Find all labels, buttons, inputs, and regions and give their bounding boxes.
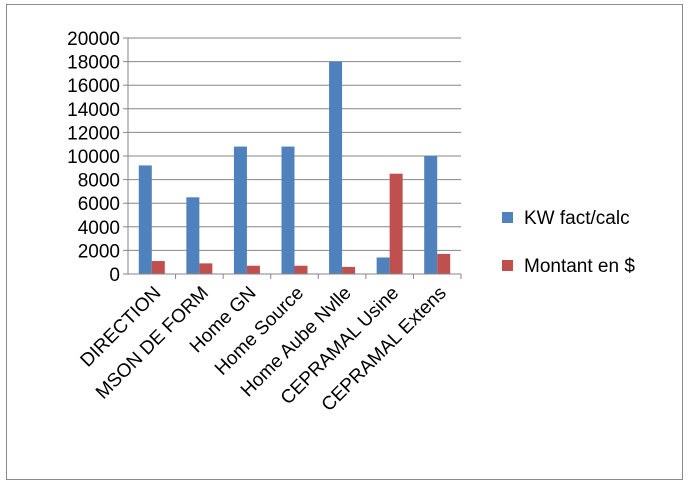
bar-montant bbox=[342, 266, 356, 274]
bar-montant bbox=[199, 263, 213, 274]
bar-kw bbox=[424, 156, 438, 274]
y-tick-label: 10000 bbox=[67, 147, 120, 168]
y-tick-label: 0 bbox=[109, 265, 120, 286]
bar-montant bbox=[294, 265, 308, 274]
bar-kw bbox=[233, 146, 247, 274]
bar-montant bbox=[389, 173, 403, 274]
y-tick-label: 20000 bbox=[67, 29, 120, 50]
bar-kw bbox=[329, 61, 343, 274]
bar-kw bbox=[138, 165, 152, 274]
y-tick-label: 4000 bbox=[78, 218, 120, 239]
y-tick-label: 6000 bbox=[78, 194, 120, 215]
legend-swatch bbox=[502, 212, 513, 223]
y-tick-label: 12000 bbox=[67, 123, 120, 144]
legend-label: Montant en $ bbox=[524, 256, 635, 277]
legend-label: KW fact/calc bbox=[524, 208, 630, 229]
y-tick-label: 14000 bbox=[67, 100, 120, 121]
y-tick-label: 18000 bbox=[67, 53, 120, 74]
y-tick-label: 2000 bbox=[78, 241, 120, 262]
bar-kw bbox=[186, 197, 200, 274]
bar-kw bbox=[376, 257, 390, 274]
bar-kw bbox=[281, 146, 295, 274]
bar-montant bbox=[437, 253, 451, 274]
bars bbox=[138, 61, 451, 274]
gridlines bbox=[128, 37, 461, 251]
bar-montant bbox=[151, 261, 165, 274]
y-tick-label: 8000 bbox=[78, 171, 120, 192]
chart-frame bbox=[6, 4, 683, 480]
legend: KW fact/calc Montant en $ bbox=[502, 208, 635, 277]
legend-swatch bbox=[502, 260, 513, 271]
bar-montant bbox=[246, 265, 260, 274]
y-tick-label: 16000 bbox=[67, 76, 120, 97]
